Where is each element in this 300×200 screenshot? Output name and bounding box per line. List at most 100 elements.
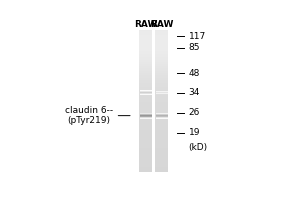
- Bar: [155, 156, 168, 157]
- Bar: [139, 37, 152, 38]
- Bar: [139, 119, 152, 120]
- Bar: [139, 68, 152, 69]
- Bar: [155, 70, 168, 71]
- Bar: [139, 46, 152, 47]
- Bar: [139, 69, 152, 70]
- Bar: [139, 80, 152, 81]
- Bar: [155, 94, 168, 95]
- Bar: [155, 118, 168, 119]
- Bar: [139, 149, 152, 150]
- Bar: [155, 98, 168, 99]
- Bar: [139, 44, 152, 45]
- Bar: [155, 152, 168, 153]
- Bar: [139, 89, 152, 90]
- Bar: [139, 135, 152, 136]
- Bar: [155, 120, 168, 121]
- Bar: [139, 35, 152, 36]
- Bar: [155, 81, 168, 82]
- Bar: [139, 71, 152, 72]
- Bar: [155, 78, 168, 79]
- Bar: [139, 72, 152, 73]
- Bar: [155, 47, 168, 48]
- Bar: [139, 82, 152, 83]
- Bar: [139, 165, 152, 166]
- Bar: [155, 97, 168, 98]
- Bar: [139, 83, 152, 84]
- Bar: [155, 145, 168, 146]
- Bar: [139, 102, 152, 103]
- Bar: [139, 93, 152, 94]
- Bar: [139, 124, 152, 125]
- Bar: [155, 96, 168, 97]
- Bar: [155, 80, 168, 81]
- Bar: [155, 112, 168, 113]
- Bar: [139, 159, 152, 160]
- Bar: [155, 37, 168, 38]
- Bar: [139, 40, 152, 41]
- Bar: [139, 104, 152, 105]
- Bar: [139, 167, 152, 168]
- Bar: [155, 109, 168, 110]
- Bar: [155, 39, 168, 40]
- Bar: [139, 110, 152, 111]
- Bar: [155, 153, 168, 154]
- Bar: [155, 119, 168, 120]
- Bar: [139, 81, 152, 82]
- Bar: [155, 73, 168, 74]
- Bar: [155, 132, 168, 133]
- Bar: [155, 154, 168, 155]
- Bar: [139, 105, 152, 106]
- Bar: [155, 79, 168, 80]
- Bar: [155, 158, 168, 159]
- Bar: [139, 141, 152, 142]
- Bar: [155, 138, 168, 139]
- Bar: [155, 108, 168, 109]
- Bar: [155, 147, 168, 148]
- Bar: [139, 115, 152, 116]
- Bar: [155, 143, 168, 144]
- Bar: [155, 133, 168, 134]
- Bar: [155, 45, 168, 46]
- Bar: [155, 58, 168, 59]
- Bar: [139, 91, 152, 92]
- Bar: [155, 150, 168, 151]
- Bar: [139, 116, 152, 117]
- Bar: [139, 64, 152, 65]
- Bar: [139, 170, 152, 171]
- Bar: [155, 148, 168, 149]
- Bar: [155, 51, 168, 52]
- Text: RAW: RAW: [150, 20, 174, 29]
- Bar: [139, 169, 152, 170]
- Bar: [139, 45, 152, 46]
- Bar: [155, 55, 168, 56]
- Bar: [155, 40, 168, 41]
- Bar: [155, 140, 168, 141]
- Bar: [155, 92, 168, 93]
- Bar: [139, 49, 152, 50]
- Bar: [139, 42, 152, 43]
- Bar: [155, 100, 168, 101]
- Bar: [155, 43, 168, 44]
- Bar: [139, 123, 152, 124]
- Bar: [139, 112, 152, 113]
- Bar: [155, 49, 168, 50]
- Bar: [139, 132, 152, 133]
- Bar: [139, 146, 152, 147]
- Text: RAW: RAW: [134, 20, 157, 29]
- Bar: [139, 168, 152, 169]
- Bar: [139, 79, 152, 80]
- Bar: [155, 54, 168, 55]
- Bar: [139, 139, 152, 140]
- Bar: [155, 123, 168, 124]
- Bar: [155, 116, 168, 117]
- Bar: [139, 138, 152, 139]
- Bar: [155, 129, 168, 130]
- Bar: [155, 155, 168, 156]
- Bar: [155, 57, 168, 58]
- Bar: [139, 121, 152, 122]
- Bar: [155, 52, 168, 53]
- Bar: [155, 164, 168, 165]
- Bar: [139, 127, 152, 128]
- Bar: [155, 135, 168, 136]
- Bar: [139, 113, 152, 114]
